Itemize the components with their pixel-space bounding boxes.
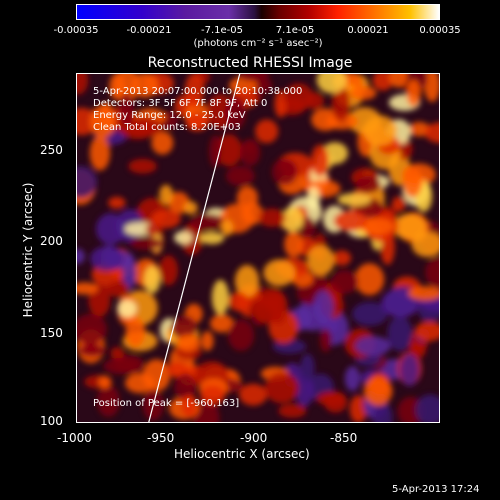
- x-tick: -950: [147, 431, 175, 445]
- time-range: 5-Apr-2013 20:07:00.000 to 20:10:38.000: [93, 86, 303, 97]
- x-axis-label: Heliocentric X (arcsec): [174, 447, 310, 461]
- x-tick: -850: [330, 431, 358, 445]
- x-tick: -1000: [57, 431, 92, 445]
- colorbar-tick: 0.00035: [419, 25, 461, 36]
- colorbar-unit: (photons cm⁻² s⁻¹ asec⁻²): [193, 38, 323, 49]
- y-axis-label: Heliocentric Y (arcsec): [21, 182, 35, 318]
- image-title: Reconstructed RHESSI Image: [147, 55, 353, 71]
- rhessi-image: 5-Apr-2013 20:07:00.000 to 20:10:38.000 …: [76, 73, 440, 423]
- colorbar-tick: -7.1e-05: [201, 25, 243, 36]
- y-tick: 150: [40, 326, 63, 340]
- detectors-info: Detectors: 3F 5F 6F 7F 8F 9F, Att 0: [93, 98, 268, 109]
- colorbar-tick: -0.00021: [126, 25, 172, 36]
- y-tick: 200: [40, 234, 63, 248]
- colorbar-tick: 0.00021: [347, 25, 389, 36]
- clean-counts: Clean Total counts: 8.20E+03: [93, 122, 241, 133]
- x-tick: -900: [240, 431, 268, 445]
- colorbar-tick: -0.00035: [53, 25, 99, 36]
- image-canvas: [77, 74, 439, 422]
- colorbar-tick: 7.1e-05: [275, 25, 315, 36]
- peak-position: Position of Peak = [-960,163]: [93, 398, 240, 409]
- footer-timestamp: 5-Apr-2013 17:24: [392, 484, 480, 495]
- energy-range: Energy Range: 12.0 - 25.0 keV: [93, 110, 246, 121]
- colorbar: [76, 4, 440, 20]
- solar-limb: [148, 74, 241, 422]
- y-tick: 250: [40, 143, 63, 157]
- y-tick: 100: [40, 414, 63, 428]
